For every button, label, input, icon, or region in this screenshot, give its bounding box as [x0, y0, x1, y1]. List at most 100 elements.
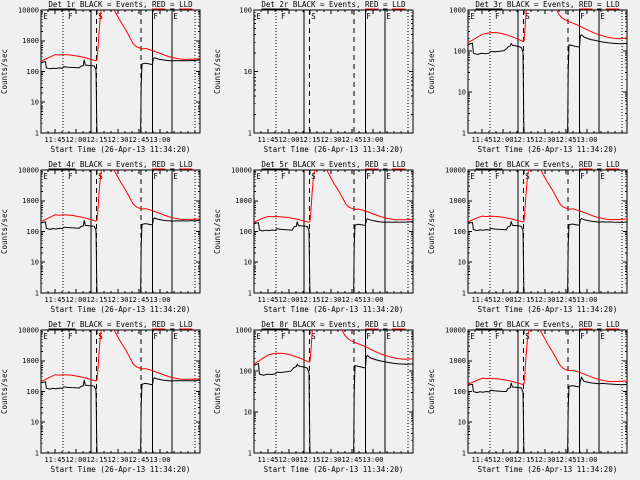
chart-det-6r: Det 6r BLACK = Events, RED = LLD 1 10 100 10…: [427, 160, 628, 314]
svg-text:100: 100: [240, 228, 253, 236]
panel-det-5r: Det 5r BLACK = Events, RED = LLD 1 10 100 10…: [213, 160, 426, 320]
svg-text:11:45: 11:45: [44, 136, 65, 144]
chart-det-1r: Det 1r BLACK = Events, RED = LLD 1 10 100 10…: [0, 0, 201, 154]
svg-text:13:00: 13:00: [149, 456, 170, 464]
svg-text:11:45: 11:45: [44, 296, 65, 304]
svg-text:F: F: [153, 12, 158, 21]
svg-text:Counts/sec: Counts/sec: [427, 369, 436, 414]
panel-det-8r: Det 8r BLACK = Events, RED = LLD 1 10 100 10…: [213, 320, 426, 480]
chart-det-9r: Det 9r BLACK = Events, RED = LLD 1 10 100 10…: [427, 320, 628, 474]
svg-text:11:45: 11:45: [471, 136, 492, 144]
svg-text:E: E: [257, 332, 262, 341]
chart-det-8r: Det 8r BLACK = Events, RED = LLD 1 10 100 10…: [213, 320, 414, 474]
svg-text:1: 1: [35, 289, 39, 297]
svg-text:12:45: 12:45: [555, 136, 576, 144]
chart-det-7r: Det 7r BLACK = Events, RED = LLD 1 10 100 10…: [0, 320, 201, 474]
panel-det-2r: Det 2r BLACK = Events, RED = LLD 1 10 100 11…: [213, 0, 426, 160]
panel-det-3r: Det 3r BLACK = Events, RED = LLD 1 10 100 10…: [427, 0, 640, 160]
svg-text:12:15: 12:15: [300, 296, 321, 304]
svg-text:E: E: [257, 12, 262, 21]
svg-text:Counts/sec: Counts/sec: [213, 369, 222, 414]
svg-text:E: E: [257, 172, 262, 181]
svg-text:Start Time (26-Apr-13 11:34:20: Start Time (26-Apr-13 11:34:20): [477, 145, 617, 154]
svg-text:12:30: 12:30: [534, 456, 555, 464]
svg-text:E: E: [600, 12, 605, 21]
svg-text:Det 3r BLACK = Events, RED = L: Det 3r BLACK = Events, RED = LLD: [475, 0, 620, 9]
svg-text:12:15: 12:15: [300, 136, 321, 144]
svg-text:12:45: 12:45: [342, 296, 363, 304]
chart-det-3r: Det 3r BLACK = Events, RED = LLD 1 10 100 10…: [427, 0, 628, 154]
svg-text:10: 10: [244, 408, 252, 416]
svg-text:10000: 10000: [18, 327, 39, 335]
svg-text:1000: 1000: [22, 37, 39, 45]
svg-text:12:15: 12:15: [86, 296, 107, 304]
panel-det-9r: Det 9r BLACK = Events, RED = LLD 1 10 100 10…: [427, 320, 640, 480]
svg-text:11:45: 11:45: [44, 456, 65, 464]
svg-text:12:15: 12:15: [513, 456, 534, 464]
svg-text:E: E: [387, 172, 392, 181]
svg-text:10: 10: [457, 88, 465, 96]
svg-text:12:45: 12:45: [342, 456, 363, 464]
svg-text:12:00: 12:00: [65, 296, 86, 304]
svg-text:Det 4r BLACK = Events, RED = L: Det 4r BLACK = Events, RED = LLD: [48, 160, 193, 169]
svg-text:1: 1: [461, 289, 465, 297]
svg-text:E: E: [43, 332, 48, 341]
chart-det-2r: Det 2r BLACK = Events, RED = LLD 1 10 100 11…: [213, 0, 414, 154]
svg-text:11:45: 11:45: [471, 296, 492, 304]
svg-text:F: F: [281, 172, 286, 181]
svg-text:12:30: 12:30: [107, 296, 128, 304]
svg-text:13:00: 13:00: [149, 136, 170, 144]
svg-text:Counts/sec: Counts/sec: [0, 49, 9, 94]
svg-text:1000: 1000: [22, 357, 39, 365]
svg-text:12:45: 12:45: [128, 136, 149, 144]
svg-text:11:45: 11:45: [258, 136, 279, 144]
svg-text:13:00: 13:00: [576, 136, 597, 144]
svg-text:E: E: [600, 332, 605, 341]
svg-text:100: 100: [453, 48, 466, 56]
svg-text:Start Time (26-Apr-13 11:34:20: Start Time (26-Apr-13 11:34:20): [264, 465, 404, 474]
svg-text:S: S: [312, 12, 317, 21]
svg-text:1000: 1000: [449, 357, 466, 365]
svg-text:F: F: [68, 12, 73, 21]
svg-text:Det 7r BLACK = Events, RED = L: Det 7r BLACK = Events, RED = LLD: [48, 320, 193, 329]
svg-text:E: E: [470, 12, 475, 21]
svg-text:100: 100: [26, 228, 39, 236]
svg-text:12:45: 12:45: [342, 136, 363, 144]
svg-text:12:30: 12:30: [107, 456, 128, 464]
svg-text:F: F: [68, 332, 73, 341]
svg-text:F: F: [153, 172, 158, 181]
svg-text:12:30: 12:30: [107, 136, 128, 144]
chart-det-4r: Det 4r BLACK = Events, RED = LLD 1 10 100 10…: [0, 160, 201, 314]
svg-text:100: 100: [26, 388, 39, 396]
svg-text:12:00: 12:00: [65, 136, 86, 144]
svg-text:Counts/sec: Counts/sec: [427, 209, 436, 254]
svg-text:100: 100: [453, 388, 466, 396]
svg-text:Det 5r BLACK = Events, RED = L: Det 5r BLACK = Events, RED = LLD: [262, 160, 407, 169]
svg-text:1: 1: [248, 289, 252, 297]
panel-det-1r: Det 1r BLACK = Events, RED = LLD 1 10 100 10…: [0, 0, 213, 160]
svg-text:F: F: [281, 332, 286, 341]
svg-text:F: F: [495, 332, 500, 341]
svg-text:12:45: 12:45: [555, 456, 576, 464]
svg-text:12:30: 12:30: [321, 456, 342, 464]
svg-text:Det 1r BLACK = Events, RED = L: Det 1r BLACK = Events, RED = LLD: [48, 0, 193, 9]
svg-text:10000: 10000: [18, 167, 39, 175]
svg-text:Det 8r BLACK = Events, RED = L: Det 8r BLACK = Events, RED = LLD: [262, 320, 407, 329]
svg-text:11:45: 11:45: [258, 296, 279, 304]
svg-text:11:45: 11:45: [258, 456, 279, 464]
panel-det-7r: Det 7r BLACK = Events, RED = LLD 1 10 100 10…: [0, 320, 213, 480]
svg-text:12:00: 12:00: [65, 456, 86, 464]
svg-text:Start Time (26-Apr-13 11:34:20: Start Time (26-Apr-13 11:34:20): [477, 465, 617, 474]
svg-text:Det 6r BLACK = Events, RED = L: Det 6r BLACK = Events, RED = LLD: [475, 160, 620, 169]
svg-text:13:00: 13:00: [363, 296, 384, 304]
svg-text:12:00: 12:00: [279, 136, 300, 144]
panel-det-6r: Det 6r BLACK = Events, RED = LLD 1 10 100 10…: [427, 160, 640, 320]
svg-text:13:00: 13:00: [363, 456, 384, 464]
svg-text:F: F: [153, 332, 158, 341]
svg-text:Start Time (26-Apr-13 11:34:20: Start Time (26-Apr-13 11:34:20): [51, 305, 191, 314]
svg-text:10000: 10000: [18, 7, 39, 15]
svg-text:100: 100: [453, 228, 466, 236]
svg-text:Det 2r BLACK = Events, RED = L: Det 2r BLACK = Events, RED = LLD: [262, 0, 407, 9]
svg-text:F: F: [580, 332, 585, 341]
